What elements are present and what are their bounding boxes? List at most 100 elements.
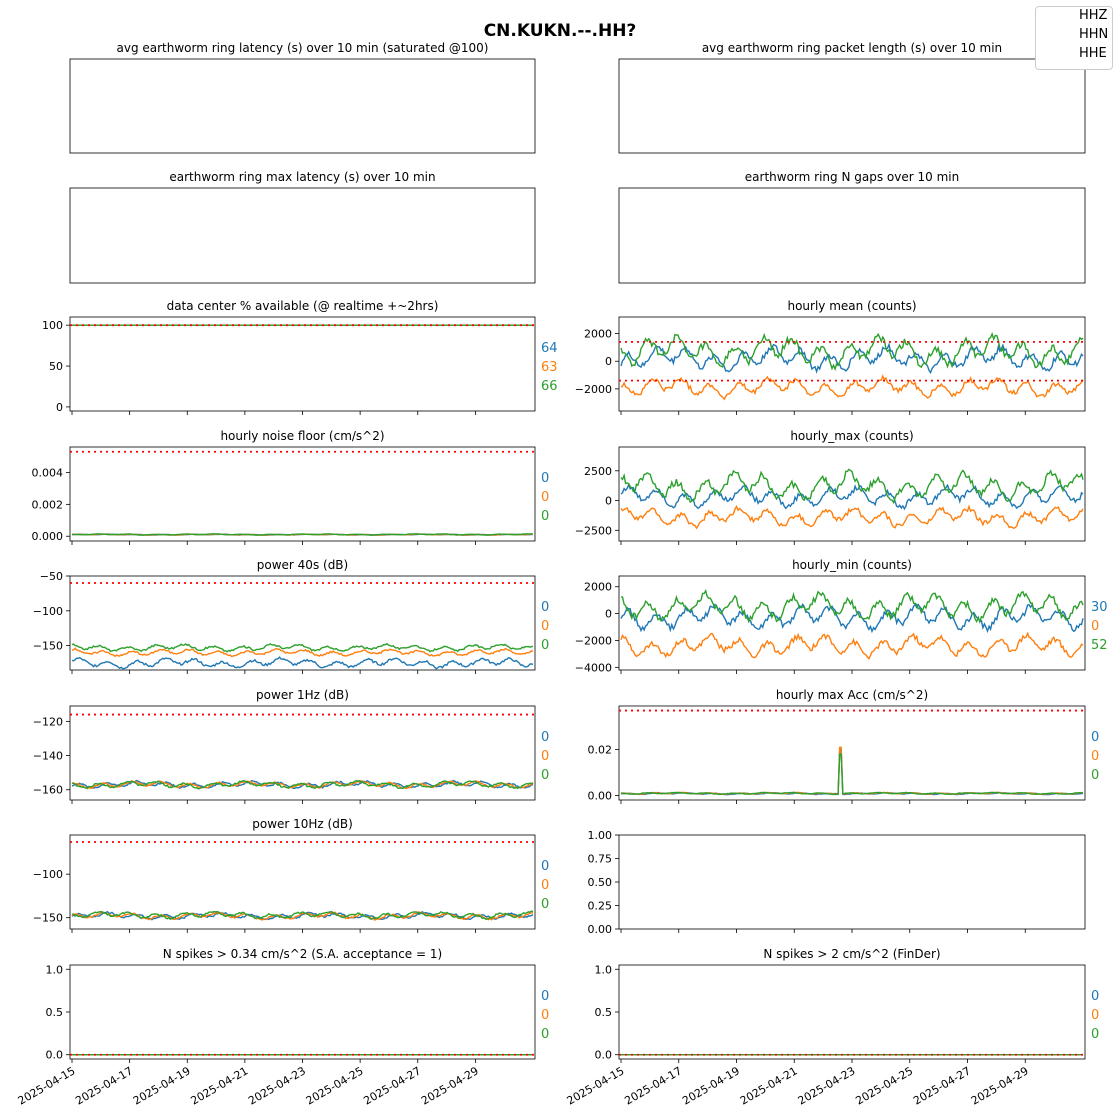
count-label-hhe: 66 [541,379,558,394]
series-line-hhe [71,532,534,536]
legend-label-hhe: HHE [1079,46,1107,61]
panel-title: hourly_max (counts) [790,429,913,443]
x-tick-label: 2025-04-19 [680,1064,742,1107]
y-tick-label: 0.004 [32,466,64,479]
x-tick-label: 2025-04-27 [361,1064,423,1107]
y-tick-label: 0.25 [588,900,613,913]
panel-title: hourly max Acc (cm/s^2) [776,688,928,702]
panel-p0: avg earthworm ring latency (s) over 10 m… [69,41,536,154]
count-label-hhe: 0 [541,638,549,653]
count-label-hhe: 0 [1091,768,1099,783]
count-label-hhe: 0 [541,897,549,912]
series-line-hhn [620,631,1084,660]
x-tick-label: 2025-04-25 [853,1064,915,1107]
y-tick-label: 0.0 [595,1049,613,1062]
x-tick-label: 2025-04-19 [131,1064,193,1107]
series-line-hhz [620,748,1084,796]
y-tick-label: 0.000 [32,530,64,543]
y-tick-label: 0.5 [595,1006,613,1019]
series-line-hhn [71,779,534,790]
x-tick-label: 2025-04-17 [73,1064,135,1107]
count-label-hhn: 63 [541,360,558,375]
legend-swatch-hhz [1042,16,1070,18]
y-tick-label: 0.75 [588,853,613,866]
panel-title: earthworm ring max latency (s) over 10 m… [169,170,435,184]
x-tick-label: 2025-04-21 [738,1064,800,1107]
y-tick-label: −150 [33,640,63,653]
x-tick-label: 2025-04-27 [911,1064,973,1107]
y-tick-label: 0.50 [588,876,613,889]
panel-title: hourly_min (counts) [792,558,912,572]
y-tick-label: −2000 [575,634,612,647]
panel-p13: 1.00 0.75 0.50 0.25 0.00 [588,829,1086,936]
panel-title: power 40s (dB) [257,558,348,572]
series-line-hhe [620,332,1084,372]
legend-label-hhn: HHN [1079,27,1109,42]
series-line-hhe [71,642,534,653]
panel-p15: N spikes > 2 cm/s^2 (FinDer) 1.0 0.5 0.0 202… [565,947,1100,1108]
series-line-hhz [620,482,1084,511]
y-tick-label: −100 [33,868,63,881]
panel-title: power 10Hz (dB) [252,817,353,831]
y-tick-label: 0 [605,608,612,621]
series-line-hhn [620,374,1084,401]
plot-frame [618,187,1086,284]
count-label-hhz: 0 [541,600,549,615]
plot-frame [69,964,536,1060]
plot-frame [69,316,536,412]
plot-frame [69,187,536,284]
count-label-hhz: 30 [1091,600,1108,615]
legend-item-hhz: HHZ [1036,7,1112,26]
series-line-hhe [620,468,1084,505]
series-line-hhz [620,602,1084,634]
y-tick-label: 0 [605,355,612,368]
y-tick-label: 0.5 [46,1006,64,1019]
plot-frame [69,446,536,542]
count-label-hhz: 0 [541,730,549,745]
count-label-hhe: 0 [541,768,549,783]
x-tick-label: 2025-04-29 [969,1064,1031,1107]
y-tick-label: −140 [33,750,63,763]
y-tick-label: 0.0 [46,1049,64,1062]
plot-frame [618,834,1086,930]
y-tick-label: 0 [56,401,63,414]
y-tick-label: 50 [49,360,63,373]
count-label-hhe: 0 [541,1027,549,1042]
panel-title: hourly mean (counts) [787,299,916,313]
plot-frame [618,58,1086,154]
plot-frame [618,705,1086,801]
panel-p10: power 1Hz (dB) −120 −140 −160 0 0 0 [33,688,549,804]
y-tick-label: −120 [33,715,63,728]
y-tick-label: 2000 [584,328,612,341]
count-label-hhz: 0 [541,471,549,486]
y-tick-label: −100 [33,605,63,618]
series-line-hhn [620,746,1083,796]
y-tick-label: 1.00 [588,829,613,842]
y-tick-label: −2000 [575,383,612,396]
panel-title: N spikes > 2 cm/s^2 (FinDer) [763,947,940,961]
y-tick-label: 100 [42,319,63,332]
y-tick-label: −2500 [575,524,612,537]
legend-swatch-hhn [1042,35,1070,37]
series-line-hhz [71,910,534,921]
panel-title: avg earthworm ring packet length (s) ove… [702,41,1002,55]
y-tick-label: 2000 [584,581,612,594]
count-label-hhn: 0 [541,1008,549,1023]
panel-p9: hourly_min (counts) 2000 0 −2000 −4000 30 0 52 [575,558,1108,674]
count-label-hhz: 0 [541,989,549,1004]
plot-frame [618,575,1086,671]
figure-title: CN.KUKN.--.HH? [484,21,637,41]
y-tick-label: −4000 [575,661,612,674]
count-label-hhn: 0 [541,619,549,634]
count-label-hhn: 0 [1091,619,1099,634]
series-line-hhe [620,753,1084,796]
panel-p14: N spikes > 0.34 cm/s^2 (S.A. acceptance … [16,947,550,1108]
panel-title: earthworm ring N gaps over 10 min [745,170,959,184]
count-label-hhn: 0 [1091,749,1099,764]
panel-p1: avg earthworm ring packet length (s) ove… [618,41,1086,154]
panel-title: power 1Hz (dB) [256,688,349,702]
series-line-hhe [71,779,534,790]
legend-label-hhz: HHZ [1079,8,1108,23]
count-label-hhn: 0 [541,878,549,893]
